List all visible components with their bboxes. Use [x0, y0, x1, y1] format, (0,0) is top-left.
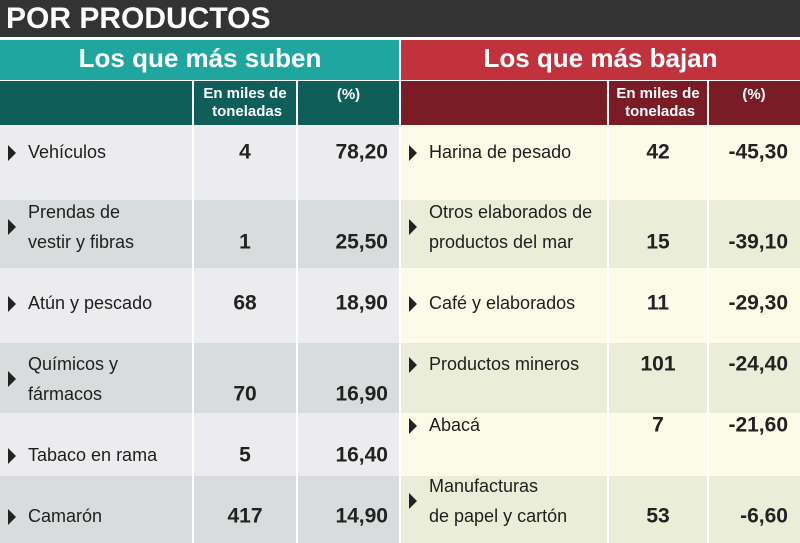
row-label: Camarón	[28, 506, 102, 526]
row-bg	[401, 413, 800, 476]
row-bg	[0, 343, 400, 413]
row-pct: 78,20	[335, 141, 388, 164]
row-label: Tabaco en rama	[28, 445, 158, 465]
row-label: Otros elaborados de	[429, 202, 592, 222]
row-arrow	[409, 493, 417, 509]
row-label: de papel y cartón	[429, 506, 567, 526]
row-bg	[0, 200, 400, 268]
row-arrow	[8, 296, 16, 312]
row-label: Químicos y	[28, 354, 118, 374]
row-bg	[401, 200, 800, 268]
panel-header	[401, 40, 800, 80]
row-bg	[0, 476, 400, 543]
row-tons: 68	[233, 292, 257, 315]
row-tons: 42	[646, 141, 669, 164]
row-pct: 25,50	[335, 231, 388, 254]
row-arrow	[409, 418, 417, 434]
row-bg	[0, 413, 400, 476]
panel-divider	[399, 40, 401, 543]
row-tons: 11	[647, 292, 670, 315]
row-arrow	[8, 509, 16, 525]
row-tons: 70	[233, 383, 256, 406]
row-label: vestir y fibras	[28, 232, 134, 252]
panel-header	[0, 40, 400, 80]
panel-title: Los que más suben	[79, 43, 322, 73]
row-arrow	[8, 371, 16, 387]
row-tons: 1	[239, 231, 251, 254]
row-bg	[401, 125, 800, 200]
row-bg	[401, 476, 800, 543]
row-arrow	[8, 145, 16, 161]
row-pct: -45,30	[728, 141, 788, 164]
column-header: En miles de toneladas	[203, 85, 286, 120]
row-pct: 16,90	[335, 383, 388, 406]
row-label: Manufacturas	[429, 476, 538, 496]
row-tons: 53	[646, 505, 669, 528]
row-tons: 7	[652, 414, 664, 437]
row-tons: 417	[227, 505, 262, 528]
header-bar	[0, 0, 800, 37]
row-tons: 101	[640, 353, 675, 376]
column-header: (%)	[337, 86, 360, 103]
row-pct: 16,40	[335, 444, 388, 467]
row-arrow	[409, 219, 417, 235]
row-label: Café y elaborados	[429, 293, 575, 313]
row-pct: -6,60	[740, 505, 788, 528]
row-tons: 4	[239, 141, 251, 164]
row-arrow	[409, 145, 417, 161]
row-pct: -29,30	[728, 292, 788, 315]
row-bg	[0, 268, 400, 343]
row-label: Atún y pescado	[28, 293, 152, 313]
subheader	[0, 81, 400, 125]
row-label: Harina de pesado	[429, 142, 571, 162]
row-label: Vehículos	[28, 142, 106, 162]
row-pct: -39,10	[728, 231, 788, 254]
row-label: Prendas de	[28, 202, 120, 222]
column-header: (%)	[742, 86, 765, 103]
row-pct: -24,40	[728, 353, 788, 376]
row-arrow	[8, 219, 16, 235]
column-header: En miles de toneladas	[616, 85, 699, 120]
panel-title: Los que más bajan	[483, 43, 717, 73]
row-bg	[401, 343, 800, 413]
row-pct: -21,60	[728, 414, 788, 437]
row-label: productos del mar	[429, 232, 573, 252]
subheader	[401, 81, 800, 125]
row-label: Abacá	[429, 415, 481, 435]
row-arrow	[8, 448, 16, 464]
row-bg	[401, 268, 800, 343]
row-pct: 18,90	[335, 292, 388, 315]
row-arrow	[409, 296, 417, 312]
row-tons: 5	[239, 444, 251, 467]
row-pct: 14,90	[335, 505, 388, 528]
row-bg	[0, 125, 400, 200]
row-label: fármacos	[28, 384, 102, 404]
row-arrow	[409, 357, 417, 373]
row-tons: 15	[646, 231, 670, 254]
row-label: Productos mineros	[429, 354, 579, 374]
header-title: POR PRODUCTOS	[6, 2, 270, 35]
